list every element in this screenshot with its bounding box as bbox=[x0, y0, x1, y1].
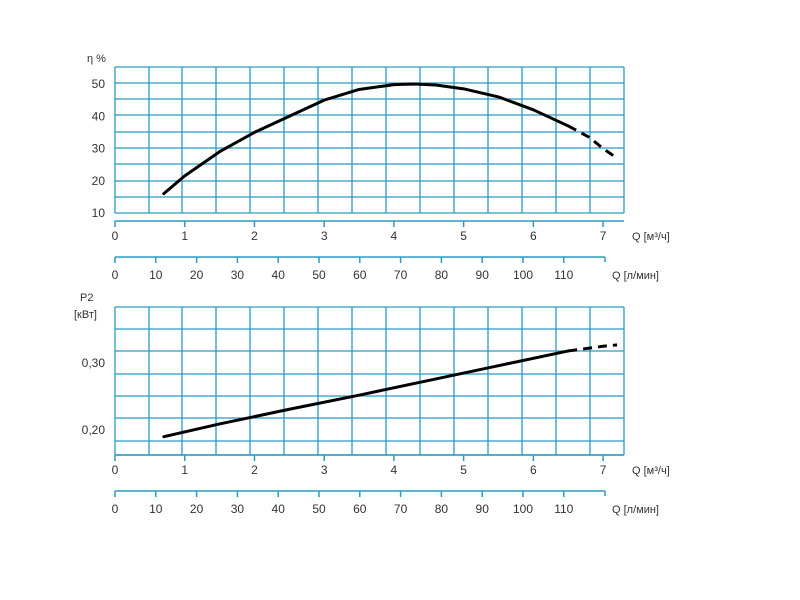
y-tick-label: 0,20 bbox=[82, 423, 106, 437]
lpm-tick-label: 80 bbox=[435, 502, 449, 516]
power-y-tick-labels: 0,20 0,30 bbox=[82, 356, 106, 437]
y-tick-label: 0,30 bbox=[82, 356, 106, 370]
lpm-tick-label: 10 bbox=[149, 502, 163, 516]
lpm-tick-label: 10 bbox=[149, 268, 163, 282]
lpm-tick-label: 100 bbox=[513, 268, 533, 282]
flow-unit-label: Q [м³/ч] bbox=[632, 231, 670, 243]
flow-tick-label: 4 bbox=[391, 463, 398, 477]
lpm-tick-label: 60 bbox=[353, 268, 367, 282]
efficiency-line-dashed bbox=[567, 124, 618, 160]
y-tick-label: 10 bbox=[92, 206, 106, 220]
lpm-tick-label: 110 bbox=[554, 502, 573, 516]
lpm-tick-label: 50 bbox=[312, 502, 326, 516]
lpm-tick-label: 90 bbox=[476, 268, 490, 282]
lpm-tick-label: 100 bbox=[513, 502, 533, 516]
lpm-unit-label: Q [л/мин] bbox=[612, 270, 659, 282]
efficiency-line-solid bbox=[162, 82, 570, 196]
power-y-unit-label: [кВт] bbox=[74, 309, 97, 321]
y-tick-label: 20 bbox=[92, 174, 106, 188]
lpm-tick-label: 0 bbox=[112, 268, 119, 282]
lpm-unit-label: Q [л/мин] bbox=[612, 504, 659, 516]
power-chart: P2 [кВт] 0,20 0,30 bbox=[74, 292, 625, 456]
lpm-tick-label: 110 bbox=[554, 268, 573, 282]
flow-tick-label: 4 bbox=[391, 229, 398, 243]
flow-tick-label: 2 bbox=[251, 463, 258, 477]
lpm-tick-label: 80 bbox=[435, 268, 449, 282]
power-curve bbox=[162, 343, 618, 439]
efficiency-y-tick-labels: 10 20 30 40 50 bbox=[92, 77, 106, 220]
flow-tick-label: 5 bbox=[460, 463, 467, 477]
flow-tick-label: 7 bbox=[600, 463, 607, 477]
flow-tick-label: 6 bbox=[530, 229, 537, 243]
flow-tick-label: 3 bbox=[321, 463, 328, 477]
lpm-tick-label: 20 bbox=[190, 268, 204, 282]
flow-unit-label: Q [м³/ч] bbox=[632, 465, 670, 477]
lpm-tick-label: 30 bbox=[231, 268, 245, 282]
lpm-tick-label: 40 bbox=[272, 502, 286, 516]
lpm-tick-label: 90 bbox=[476, 502, 490, 516]
lpm-tick-label: 30 bbox=[231, 502, 245, 516]
lpm-tick-label: 50 bbox=[312, 268, 326, 282]
y-tick-label: 40 bbox=[92, 109, 106, 123]
flow-tick-label: 6 bbox=[530, 463, 537, 477]
lpm-tick-label: 70 bbox=[394, 268, 408, 282]
y-tick-label: 50 bbox=[92, 77, 106, 91]
flow-tick-label: 0 bbox=[112, 463, 119, 477]
efficiency-curve bbox=[162, 82, 618, 196]
flow-tick-label: 1 bbox=[181, 229, 188, 243]
flow-tick-label: 5 bbox=[460, 229, 467, 243]
lpm-tick-label: 0 bbox=[112, 502, 119, 516]
flow-scales-top: 0 1 2 3 4 5 6 7 Q [м³/ч] 0 10 20 30 40 50 60 70 80 90 100 11… bbox=[112, 220, 670, 282]
flow-tick-label: 1 bbox=[181, 463, 188, 477]
power-grid bbox=[114, 306, 625, 456]
flow-tick-label: 2 bbox=[251, 229, 258, 243]
efficiency-grid bbox=[114, 66, 625, 214]
efficiency-chart: η % 10 20 30 40 50 bbox=[87, 53, 625, 220]
y-tick-label: 30 bbox=[92, 142, 106, 156]
lpm-tick-label: 40 bbox=[272, 268, 286, 282]
power-line-dashed bbox=[568, 343, 618, 353]
power-y-label: P2 bbox=[80, 292, 93, 304]
flow-tick-label: 7 bbox=[600, 229, 607, 243]
flow-tick-label: 3 bbox=[321, 229, 328, 243]
lpm-tick-label: 60 bbox=[353, 502, 367, 516]
lpm-tick-label: 20 bbox=[190, 502, 204, 516]
efficiency-y-label: η % bbox=[87, 53, 106, 65]
lpm-tick-label: 70 bbox=[394, 502, 408, 516]
power-line-solid bbox=[162, 349, 570, 439]
flow-tick-label: 0 bbox=[112, 229, 119, 243]
flow-scales-bottom: 0 1 2 3 4 5 6 7 Q [м³/ч] 0 10 20 30 40 50 60 70 80 90 100 11… bbox=[112, 454, 670, 516]
